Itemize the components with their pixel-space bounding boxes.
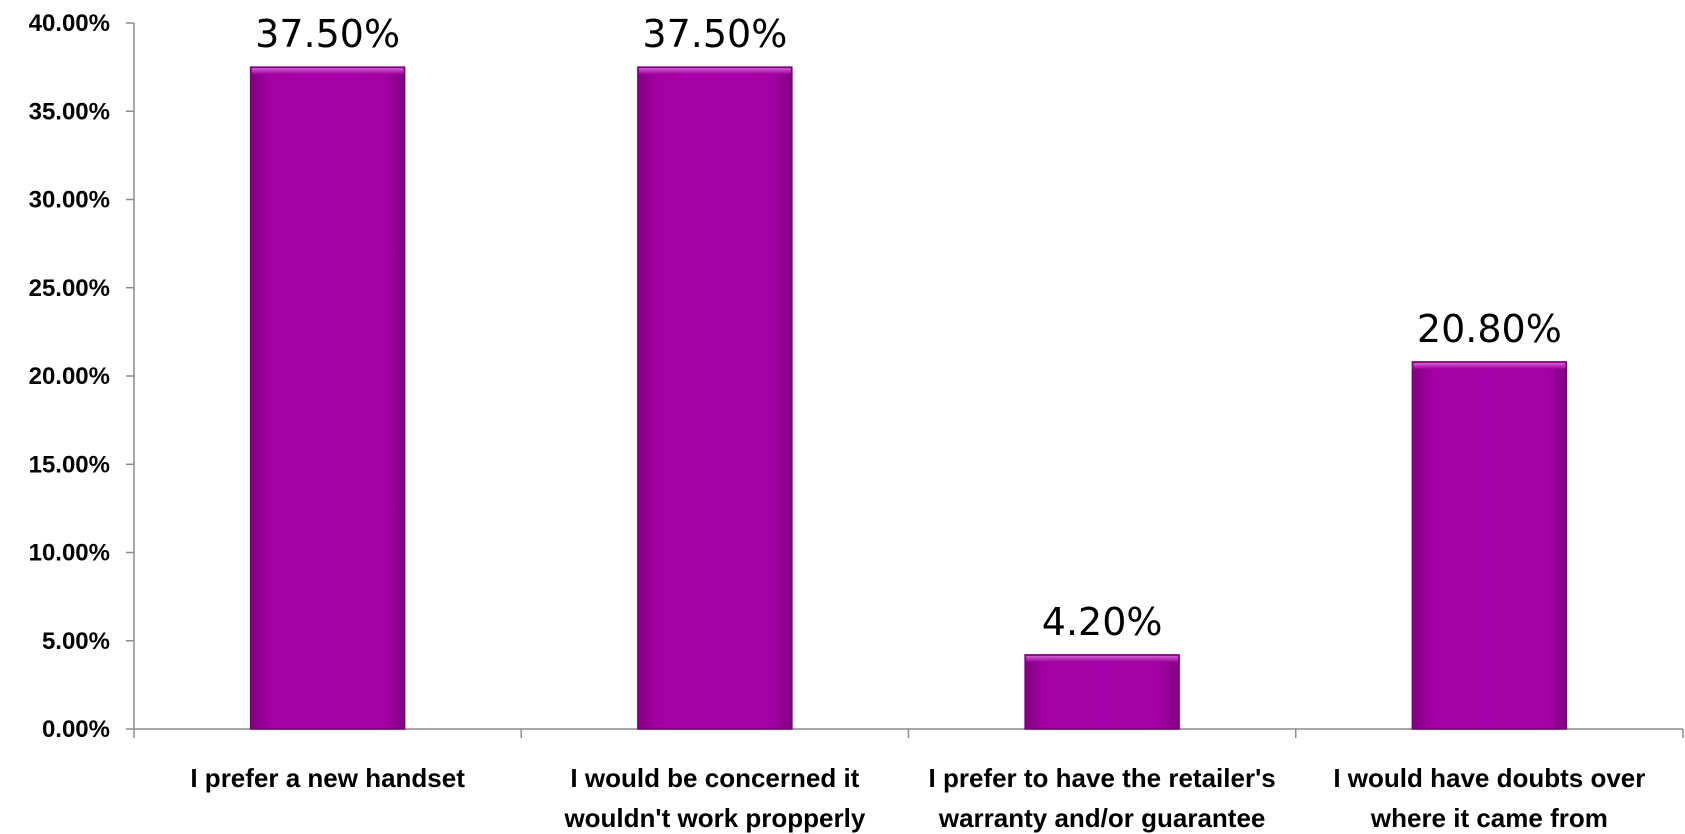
category-labels: I prefer a new handset I would be concern…: [190, 763, 1645, 833]
bar: [1412, 362, 1566, 729]
bar-top-bevel: [639, 68, 791, 74]
x-axis: [134, 729, 1683, 738]
category-label-line: where it came from: [1370, 803, 1608, 833]
bar-top-bevel: [252, 68, 404, 74]
bar-body: [1025, 655, 1179, 729]
data-labels: 37.50% 37.50% 4.20% 20.80%: [255, 12, 1562, 644]
bar-body: [251, 67, 405, 729]
y-tick-label: 35.00%: [29, 98, 110, 125]
category-label: I would have doubts over where it came fr…: [1333, 763, 1645, 833]
data-label: 37.50%: [255, 12, 400, 56]
category-label-line: I would be concerned it: [570, 763, 859, 793]
bar-body: [638, 67, 792, 729]
y-tick-label: 25.00%: [29, 275, 110, 302]
category-label: I prefer a new handset: [190, 763, 465, 793]
bar-series: [251, 67, 1567, 729]
y-tick-label: 15.00%: [29, 451, 110, 478]
category-label-line: I prefer a new handset: [190, 763, 465, 793]
y-tick-label: 20.00%: [29, 363, 110, 390]
category-label-line: I prefer to have the retailer's: [929, 763, 1276, 793]
category-label-line: I would have doubts over: [1333, 763, 1645, 793]
y-axis: 0.00% 5.00% 10.00% 15.00% 20.00% 25.00% 30.00%…: [29, 10, 134, 743]
category-label: I prefer to have the retailer's warranty …: [929, 763, 1276, 833]
y-tick-label: 5.00%: [42, 628, 110, 655]
bar: [251, 67, 405, 729]
bar: [1025, 655, 1179, 729]
bar-top-bevel: [1413, 363, 1565, 369]
data-label: 4.20%: [1042, 600, 1163, 644]
y-tick-label: 0.00%: [42, 716, 110, 743]
data-label: 37.50%: [642, 12, 787, 56]
data-label: 20.80%: [1417, 307, 1562, 351]
y-tick-label: 30.00%: [29, 187, 110, 214]
bar: [638, 67, 792, 729]
category-label-line: warranty and/or guarantee: [938, 803, 1266, 833]
category-label-line: wouldn't work propperly: [563, 803, 865, 833]
category-label: I would be concerned it wouldn't work pro…: [563, 763, 865, 833]
bar-body: [1412, 362, 1566, 729]
bar-top-bevel: [1026, 656, 1178, 662]
y-tick-label: 40.00%: [29, 10, 110, 37]
y-tick-label: 10.00%: [29, 540, 110, 567]
